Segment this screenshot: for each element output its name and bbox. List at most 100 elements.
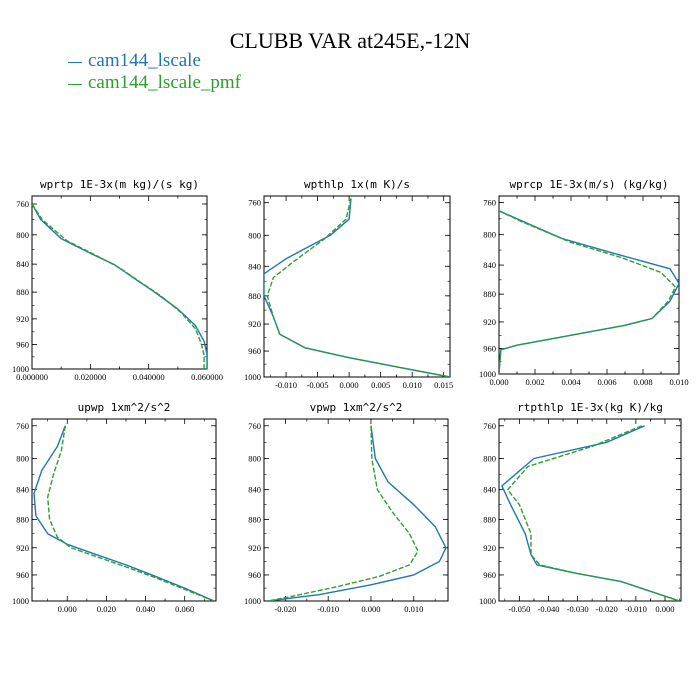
y-tick-label: 920 xyxy=(16,314,29,324)
y-tick-label: 840 xyxy=(16,485,29,495)
y-tick-label: 840 xyxy=(16,259,29,269)
plot-frame xyxy=(31,418,217,602)
y-tick-label: 1000 xyxy=(244,372,261,382)
y-tick-label: 840 xyxy=(483,260,496,270)
y-tick-label: 760 xyxy=(483,421,496,431)
series-line-lscale xyxy=(501,425,680,601)
y-tick-label: 840 xyxy=(248,485,261,495)
x-tick-label: 0.000 xyxy=(340,380,359,390)
y-tick-label: 800 xyxy=(483,454,496,464)
legend-swatch-lscale-pmf xyxy=(68,83,82,85)
y-tick-label: 920 xyxy=(16,543,29,553)
plot-frame xyxy=(498,418,682,602)
panel-title: wprcp 1E-3x(m/s) (kg/kg) xyxy=(510,178,669,191)
x-tick-label: 0.060000 xyxy=(191,372,223,382)
series-line-lscale-pmf xyxy=(266,198,450,377)
y-tick-label: 920 xyxy=(248,543,261,553)
legend-swatch-lscale xyxy=(68,61,82,63)
y-tick-label: 800 xyxy=(248,454,261,464)
x-tick-label: 0.000 xyxy=(361,604,380,614)
x-tick-label: 0.010 xyxy=(404,604,423,614)
x-tick-label: 0.005 xyxy=(371,380,390,390)
y-tick-label: 960 xyxy=(483,344,496,354)
x-tick-label: -0.050 xyxy=(508,604,530,614)
x-tick-label: 0.040 xyxy=(136,604,155,614)
x-tick-label: 0.000000 xyxy=(16,372,48,382)
panel-title: upwp 1xm^2/s^2 xyxy=(78,401,171,414)
panel-title: wpthlp 1x(m K)/s xyxy=(304,178,410,191)
plot-frame xyxy=(263,418,449,602)
series-line-lscale-pmf xyxy=(268,425,419,601)
y-tick-label: 1000 xyxy=(479,596,496,606)
series-line-lscale-pmf xyxy=(32,203,205,369)
x-tick-label: 0.020000 xyxy=(74,372,106,382)
series-line-lscale-pmf xyxy=(507,425,680,601)
legend-label-lscale: cam144_lscale xyxy=(88,50,201,71)
y-tick-label: 840 xyxy=(248,261,261,271)
panel-title: wprtp 1E-3x(m kg)/(s kg) xyxy=(40,178,199,191)
x-tick-label: -0.010 xyxy=(317,604,339,614)
x-tick-label: -0.005 xyxy=(307,380,329,390)
series-line-lscale xyxy=(32,203,207,369)
series-line-lscale-pmf xyxy=(47,425,215,601)
x-tick-label: 0.040000 xyxy=(133,372,165,382)
y-tick-label: 880 xyxy=(248,291,261,301)
y-tick-label: 960 xyxy=(16,339,29,349)
panel-5: vpwp 1xm^2/s^2 760 800 840 880 920 960 1000 -0.0… xyxy=(244,401,449,614)
y-tick-label: 760 xyxy=(248,421,261,431)
y-tick-label: 880 xyxy=(483,514,496,524)
panel-1: wprtp 1E-3x(m kg)/(s kg) 760 800 840 880 920 9… xyxy=(12,178,223,382)
y-tick-label: 800 xyxy=(483,230,496,240)
y-tick-label: 800 xyxy=(16,230,29,240)
x-tick-label: 0.060 xyxy=(175,604,194,614)
x-tick-label: 0.008 xyxy=(633,377,652,387)
x-tick-label: 0.010 xyxy=(669,377,688,387)
y-tick-label: 800 xyxy=(16,454,29,464)
y-tick-label: 920 xyxy=(483,317,496,327)
x-tick-label: 0.020 xyxy=(97,604,116,614)
panel-title: vpwp 1xm^2/s^2 xyxy=(310,401,403,414)
panel-4: upwp 1xm^2/s^2 760 800 840 880 920 960 1000 0.00… xyxy=(12,401,217,614)
y-tick-label: 880 xyxy=(16,287,29,297)
y-tick-label: 760 xyxy=(16,199,29,209)
x-tick-label: -0.030 xyxy=(567,604,589,614)
y-tick-label: 960 xyxy=(483,570,496,580)
y-tick-label: 920 xyxy=(248,319,261,329)
y-tick-label: 880 xyxy=(248,514,261,524)
y-tick-label: 1000 xyxy=(12,596,29,606)
series-line-lscale xyxy=(499,210,679,374)
y-tick-label: 1000 xyxy=(12,364,29,374)
figure-title: CLUBB VAR at245E,-12N xyxy=(229,28,471,53)
series-line-lscale-pmf xyxy=(499,210,677,374)
x-tick-label: 0.015 xyxy=(434,380,453,390)
y-tick-label: 880 xyxy=(16,514,29,524)
x-tick-label: -0.010 xyxy=(275,380,297,390)
legend-item-lscale: cam144_lscale xyxy=(68,50,241,72)
plot-frame xyxy=(31,195,208,370)
x-tick-label: 0.002 xyxy=(525,377,544,387)
y-tick-label: 760 xyxy=(248,198,261,208)
series-line-lscale xyxy=(268,425,447,601)
x-tick-label: 0.000 xyxy=(58,604,77,614)
legend: cam144_lscale cam144_lscale_pmf xyxy=(68,50,241,94)
y-tick-label: 840 xyxy=(483,485,496,495)
series-line-lscale xyxy=(264,198,450,377)
y-tick-label: 800 xyxy=(248,230,261,240)
panel-title: rtpthlp 1E-3x(kg K)/kg xyxy=(517,401,663,414)
series-line-lscale xyxy=(33,425,215,601)
y-tick-label: 960 xyxy=(248,570,261,580)
x-tick-label: 0.006 xyxy=(597,377,616,387)
x-tick-label: -0.020 xyxy=(596,604,618,614)
y-tick-label: 880 xyxy=(483,289,496,299)
y-tick-label: 960 xyxy=(248,346,261,356)
x-tick-label: 0.000 xyxy=(489,377,508,387)
panel-3: wprcp 1E-3x(m/s) (kg/kg) 760 800 840 880 920 9… xyxy=(479,178,689,387)
y-tick-label: 1000 xyxy=(244,596,261,606)
panel-6: rtpthlp 1E-3x(kg K)/kg 760 800 840 880 920 960… xyxy=(479,401,682,614)
legend-label-lscale-pmf: cam144_lscale_pmf xyxy=(88,72,242,93)
x-tick-label: 0.004 xyxy=(561,377,581,387)
y-tick-label: 760 xyxy=(16,421,29,431)
plot-frame xyxy=(263,195,451,378)
x-tick-label: -0.010 xyxy=(625,604,647,614)
